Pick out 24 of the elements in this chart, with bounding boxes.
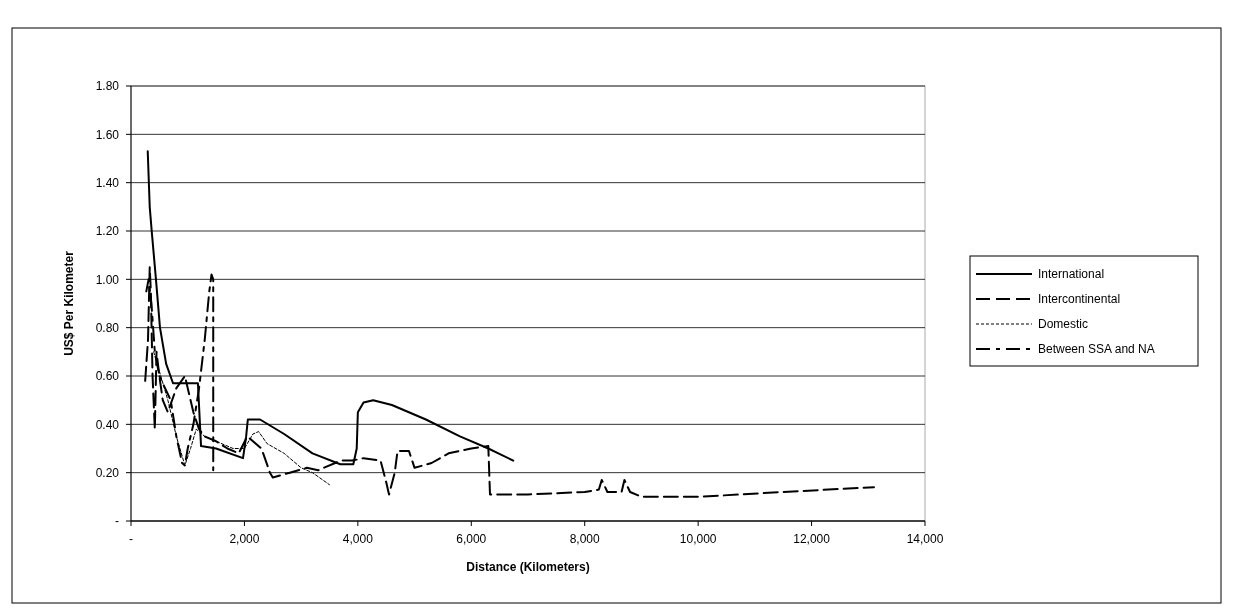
x-tick-label: 10,000 (679, 532, 717, 546)
y-axis-title: US$ Per Kilometer (62, 250, 76, 356)
x-tick-label: 2,000 (229, 532, 260, 546)
y-tick-label: 0.20 (95, 465, 120, 480)
legend-label: Domestic (1038, 317, 1089, 332)
legend-label: International (1038, 267, 1105, 282)
x-tick-label: 4,000 (342, 532, 374, 546)
y-tick-label: 1.60 (95, 127, 120, 142)
y-tick-label: 1.20 (95, 224, 120, 239)
x-tick-label: 12,000 (793, 532, 831, 546)
y-tick-label: 0.60 (95, 369, 120, 384)
y-tick-label: 0.80 (95, 320, 120, 335)
x-tick-label: 8,000 (569, 532, 601, 546)
legend-label: Between SSA and NA (1038, 342, 1155, 357)
x-axis-title: Distance (Kilometers) (466, 560, 590, 574)
y-tick-label: 1.00 (95, 272, 120, 287)
y-tick-label: - (115, 514, 119, 529)
y-tick-label: 0.40 (95, 417, 120, 432)
x-tick-label: - (129, 532, 133, 546)
y-tick-label: 1.80 (95, 79, 120, 94)
y-tick-label: 1.40 (95, 175, 120, 190)
legend-label: Intercontinental (1038, 292, 1121, 307)
x-tick-label: 6,000 (456, 532, 487, 546)
x-tick-label: 14,000 (906, 532, 944, 546)
